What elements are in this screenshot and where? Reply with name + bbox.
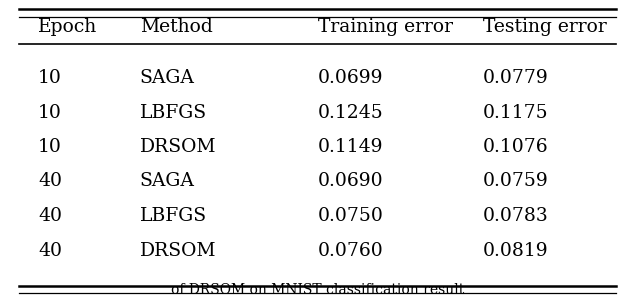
Text: 0.0759: 0.0759	[483, 172, 548, 190]
Text: DRSOM: DRSOM	[140, 242, 216, 260]
Text: Method: Method	[140, 18, 212, 36]
Text: 0.1175: 0.1175	[483, 103, 548, 122]
Text: 10: 10	[38, 103, 62, 122]
Text: 0.1245: 0.1245	[317, 103, 383, 122]
Text: SAGA: SAGA	[140, 69, 195, 87]
Text: 10: 10	[38, 69, 62, 87]
Text: 0.1149: 0.1149	[317, 138, 383, 156]
Text: 0.1076: 0.1076	[483, 138, 548, 156]
Text: 40: 40	[38, 207, 62, 225]
Text: of DRSOM on MNIST classification result: of DRSOM on MNIST classification result	[171, 283, 464, 297]
Text: 0.0760: 0.0760	[317, 242, 383, 260]
Text: Testing error: Testing error	[483, 18, 607, 36]
Text: SAGA: SAGA	[140, 172, 195, 190]
Text: 0.0783: 0.0783	[483, 207, 548, 225]
Text: DRSOM: DRSOM	[140, 138, 216, 156]
Text: 0.0699: 0.0699	[317, 69, 383, 87]
Text: Epoch: Epoch	[38, 18, 97, 36]
Text: 40: 40	[38, 242, 62, 260]
Text: 0.0750: 0.0750	[317, 207, 383, 225]
Text: 0.0779: 0.0779	[483, 69, 548, 87]
Text: LBFGS: LBFGS	[140, 207, 207, 225]
Text: LBFGS: LBFGS	[140, 103, 207, 122]
Text: 0.0819: 0.0819	[483, 242, 548, 260]
Text: 40: 40	[38, 172, 62, 190]
Text: 10: 10	[38, 138, 62, 156]
Text: Training error: Training error	[317, 18, 452, 36]
Text: 0.0690: 0.0690	[317, 172, 383, 190]
